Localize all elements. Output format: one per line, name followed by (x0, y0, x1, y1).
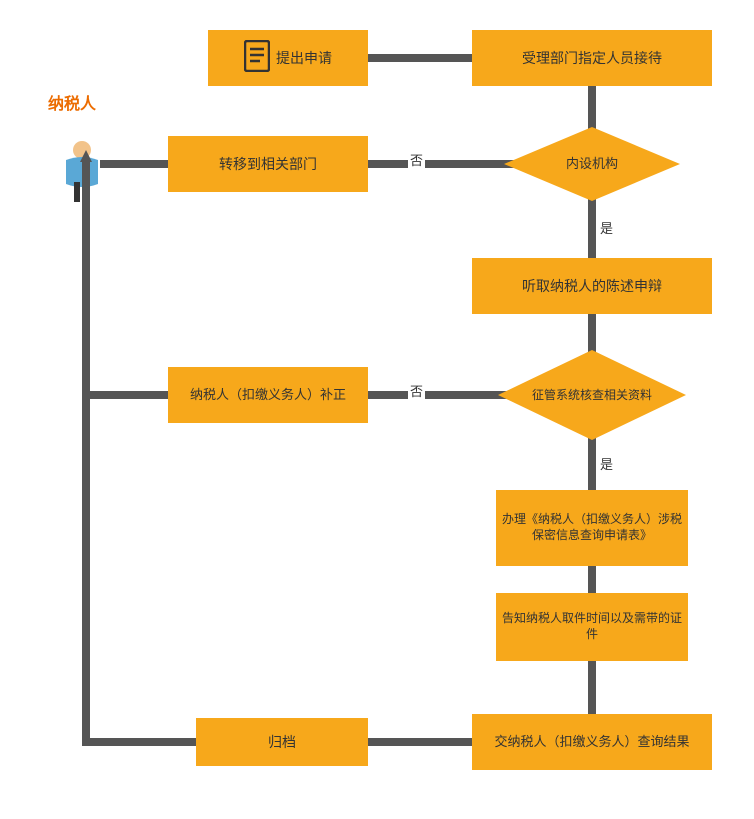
node-archive: 归档 (196, 718, 368, 766)
node-transfer: 转移到相关部门 (168, 136, 368, 192)
node-label: 受理部门指定人员接待 (522, 49, 662, 67)
document-icon (244, 40, 270, 76)
edge (82, 391, 170, 399)
node-inform-pickup: 告知纳税人取件时间以及需带的证件 (496, 593, 688, 661)
node-label: 转移到相关部门 (219, 155, 317, 173)
taxpayer-label: 纳税人 (48, 90, 96, 114)
edge-trunk (82, 160, 90, 746)
edge-label-no-1: 否 (408, 150, 425, 169)
node-process-form: 办理《纳税人（扣缴义务人）涉税保密信息查询申请表》 (496, 490, 688, 566)
node-correction: 纳税人（扣缴义务人）补正 (168, 367, 368, 423)
node-listen-statement: 听取纳税人的陈述申辩 (472, 258, 712, 314)
edge (588, 195, 596, 263)
node-deliver-result: 交纳税人（扣缴义务人）查询结果 (472, 714, 712, 770)
edge-label-yes-1: 是 (598, 218, 615, 237)
node-label: 纳税人（扣缴义务人）补正 (190, 387, 346, 404)
node-label: 征管系统核查相关资料 (532, 388, 652, 402)
edge-label-no-2: 否 (408, 381, 425, 400)
node-label: 听取纳税人的陈述申辩 (522, 277, 662, 295)
node-label: 提出申请 (276, 49, 332, 67)
node-reception: 受理部门指定人员接待 (472, 30, 712, 86)
node-label: 交纳税人（扣缴义务人）查询结果 (494, 734, 689, 751)
node-label: 内设机构 (566, 156, 618, 172)
edge (82, 738, 198, 746)
edge (588, 566, 596, 596)
edge (588, 432, 596, 494)
node-submit-application: 提出申请 (208, 30, 368, 86)
edge (100, 160, 170, 168)
arrow-up-icon (80, 150, 92, 162)
node-verify-system: 征管系统核查相关资料 (498, 350, 686, 440)
node-label: 办理《纳税人（扣缴义务人）涉税保密信息查询申请表》 (500, 512, 684, 543)
edge (368, 54, 472, 62)
edge (368, 391, 512, 399)
edge (368, 160, 518, 168)
edge-label-yes-2: 是 (598, 454, 615, 473)
node-internal-dept: 内设机构 (504, 127, 680, 201)
edge (588, 661, 596, 717)
node-label: 告知纳税人取件时间以及需带的证件 (500, 611, 684, 642)
edge (368, 738, 474, 746)
node-label: 归档 (268, 733, 296, 751)
